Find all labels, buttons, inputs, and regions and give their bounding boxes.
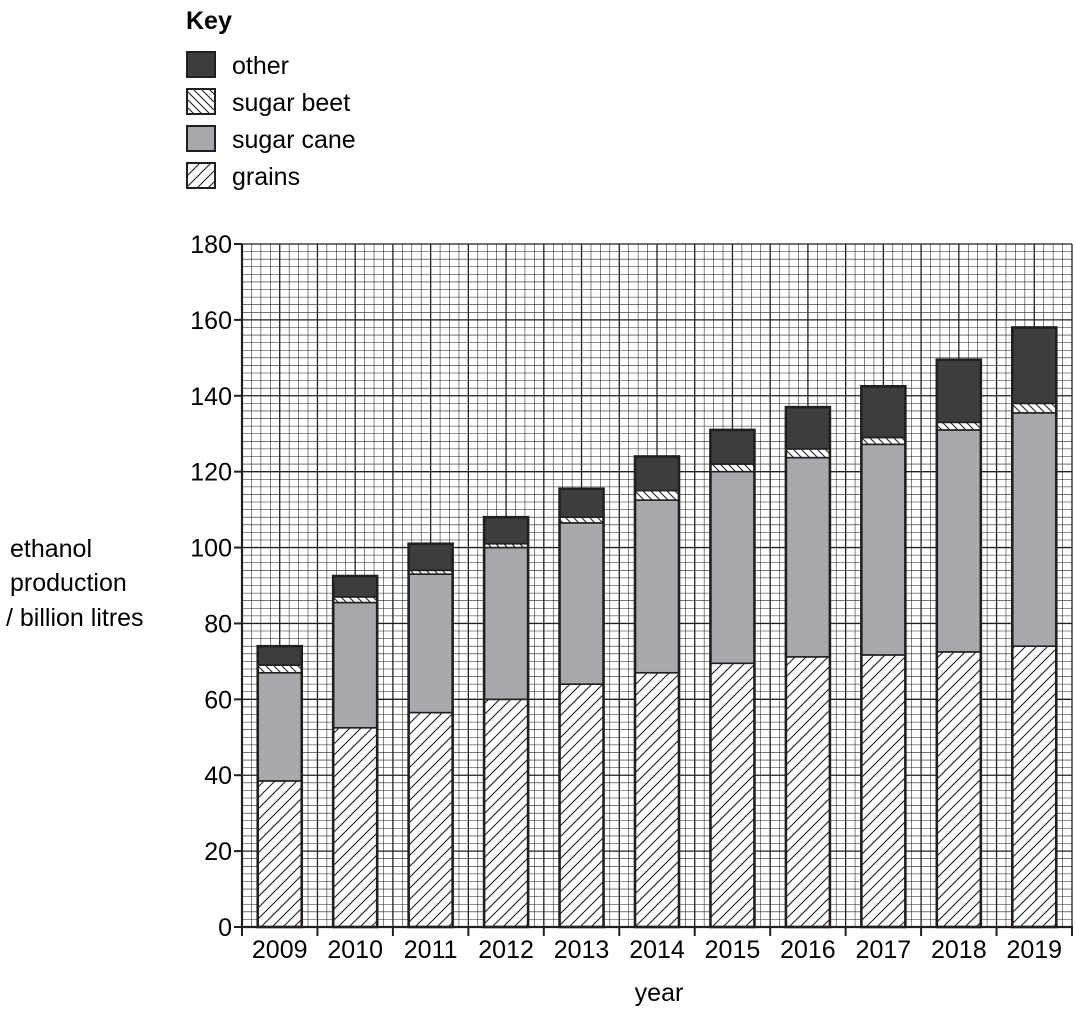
legend-swatch-grains: [186, 162, 216, 189]
bar-grains-2011: [407, 711, 454, 928]
x-tick-label: 2019: [1006, 936, 1062, 964]
y-tick-label: 140: [190, 383, 232, 411]
bar-other-2012: [483, 516, 529, 545]
legend-label-sugar-cane: sugar cane: [232, 126, 356, 154]
tick-labels: 0 20 40 60 80 100 120 140 160 180 2009 2010 2011 2012…: [190, 231, 1062, 964]
bar-other-2014: [634, 455, 680, 492]
legend-label-sugar-beet: sugar beet: [232, 89, 350, 117]
bar-stack-2019: [1010, 326, 1058, 929]
bar-other-2015: [709, 429, 756, 465]
x-tick-label: 2012: [478, 936, 534, 964]
bar-grains-2018: [936, 651, 982, 928]
y-tick-label: 20: [204, 838, 232, 866]
legend-item-grains: grains: [186, 162, 300, 191]
bar-other-2013: [558, 487, 605, 519]
bar-stack-2016: [784, 405, 832, 929]
bar-grains-2009: [256, 780, 303, 928]
x-tick-label: 2013: [554, 936, 610, 964]
bar-stack-2013: [558, 487, 605, 929]
bar-sugar-beet-2016: [785, 448, 831, 459]
bar-grains-2014: [634, 671, 680, 928]
y-tick-label: 160: [190, 307, 232, 335]
bar-grains-2015: [709, 662, 756, 928]
bar-sugar-beet-2019: [1011, 402, 1058, 414]
bar-sugar-cane-2016: [785, 456, 831, 658]
legend-label-grains: grains: [232, 163, 300, 191]
bar-other-2018: [936, 358, 982, 424]
x-tick-label: 2018: [931, 936, 987, 964]
bar-other-2009: [256, 645, 303, 666]
bar-grains-2016: [785, 656, 831, 928]
bar-stack-2012: [482, 515, 530, 929]
bar-stack-2015: [709, 428, 756, 929]
y-tick-label: 60: [204, 686, 232, 714]
bar-sugar-beet-2018: [936, 421, 982, 431]
bar-sugar-cane-2014: [634, 499, 680, 674]
legend-swatch-sugar-beet: [186, 88, 216, 115]
x-tick-label: 2014: [629, 936, 685, 964]
bar-stack-2011: [407, 542, 454, 929]
bar-grains-2019: [1011, 645, 1058, 928]
bar-sugar-cane-2010: [332, 601, 378, 729]
bar-other-2019: [1011, 326, 1058, 405]
y-tick-label: 80: [204, 610, 232, 638]
bar-stack-2009: [256, 644, 304, 929]
legend-title: Key: [186, 7, 232, 35]
bar-sugar-beet-2015: [709, 463, 756, 473]
bar-stack-2017: [860, 384, 907, 929]
y-tick-label: 100: [190, 535, 232, 563]
bar-sugar-cane-2009: [256, 671, 303, 782]
y-tick-label: 120: [190, 459, 232, 487]
y-tick-label: 0: [218, 914, 232, 942]
legend-item-sugar-beet: sugar beet: [186, 88, 350, 117]
bar-grains-2017: [860, 654, 907, 928]
bar-stack-2014: [633, 455, 681, 929]
bar-other-2017: [860, 385, 907, 439]
bar-grains-2013: [558, 683, 605, 928]
bar-stack-2010: [331, 574, 379, 929]
y-axis-title-line-2: production: [10, 569, 127, 597]
x-tick-label: 2015: [705, 936, 761, 964]
y-axis-title-line-3: / billion litres: [6, 604, 144, 632]
bar-other-2016: [785, 406, 831, 450]
x-tick-label: 2009: [252, 936, 308, 964]
bar-sugar-beet-2017: [860, 436, 907, 446]
bar-sugar-cane-2019: [1011, 412, 1058, 648]
legend-swatch-sugar-cane: [186, 125, 216, 152]
bar-sugar-cane-2017: [860, 443, 907, 656]
y-tick-label: 180: [190, 231, 232, 259]
bar-other-2011: [407, 542, 454, 572]
x-tick-label: 2011: [404, 936, 458, 964]
x-axis-title: year: [635, 979, 684, 1007]
bar-sugar-cane-2013: [558, 522, 605, 685]
bars: [256, 326, 1058, 929]
bar-grains-2010: [332, 726, 378, 928]
x-tick-label: 2016: [780, 936, 836, 964]
y-tick-label: 40: [204, 762, 232, 790]
bar-sugar-beet-2010: [332, 596, 378, 604]
bar-sugar-cane-2011: [407, 573, 454, 714]
x-tick-label: 2017: [856, 936, 912, 964]
bar-sugar-beet-2009: [256, 664, 303, 674]
x-tick-label: 2010: [327, 936, 383, 964]
bar-sugar-beet-2013: [558, 516, 605, 524]
bar-sugar-cane-2018: [936, 429, 982, 653]
legend-item-other: other: [186, 51, 289, 80]
bar-sugar-cane-2012: [483, 546, 529, 701]
bar-stack-2018: [935, 358, 983, 929]
legend: Key other sugar beet sugar cane grains: [186, 7, 356, 191]
bar-grains-2012: [483, 698, 529, 928]
bar-sugar-cane-2015: [709, 470, 756, 665]
legend-item-sugar-cane: sugar cane: [186, 125, 356, 154]
bar-sugar-beet-2014: [634, 489, 680, 501]
legend-label-other: other: [232, 52, 289, 80]
axes: [234, 243, 1073, 936]
y-axis-title: ethanol production / billion litres: [6, 535, 144, 632]
legend-swatch-other: [186, 51, 216, 78]
y-axis-title-line-1: ethanol: [10, 535, 92, 563]
bar-other-2010: [332, 575, 378, 598]
